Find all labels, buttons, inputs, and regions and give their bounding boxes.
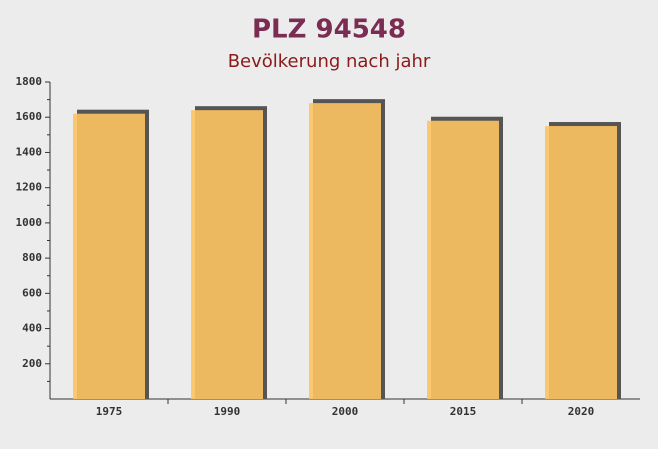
x-tick-label: 2000 xyxy=(332,405,359,418)
y-tick-label: 200 xyxy=(22,357,42,370)
chart-title: PLZ 94548 xyxy=(252,15,406,45)
bar xyxy=(73,113,145,399)
x-tick-label: 1975 xyxy=(96,405,123,418)
y-tick-label: 800 xyxy=(22,251,42,264)
bar xyxy=(545,126,617,400)
y-tick-label: 1800 xyxy=(16,75,43,88)
y-tick-label: 400 xyxy=(22,322,42,335)
x-tick-label: 2015 xyxy=(450,405,477,418)
bar xyxy=(309,103,381,399)
bar xyxy=(191,110,263,399)
y-tick-label: 1600 xyxy=(16,110,43,123)
y-tick-label: 1200 xyxy=(16,181,43,194)
x-tick-label: 1990 xyxy=(214,405,241,418)
bar xyxy=(427,120,499,399)
y-tick-label: 1000 xyxy=(16,216,43,229)
chart-subtitle: Bevölkerung nach jahr xyxy=(228,51,431,72)
x-tick-label: 2020 xyxy=(568,405,595,418)
y-tick-label: 1400 xyxy=(16,145,43,158)
y-tick-label: 600 xyxy=(22,286,42,299)
